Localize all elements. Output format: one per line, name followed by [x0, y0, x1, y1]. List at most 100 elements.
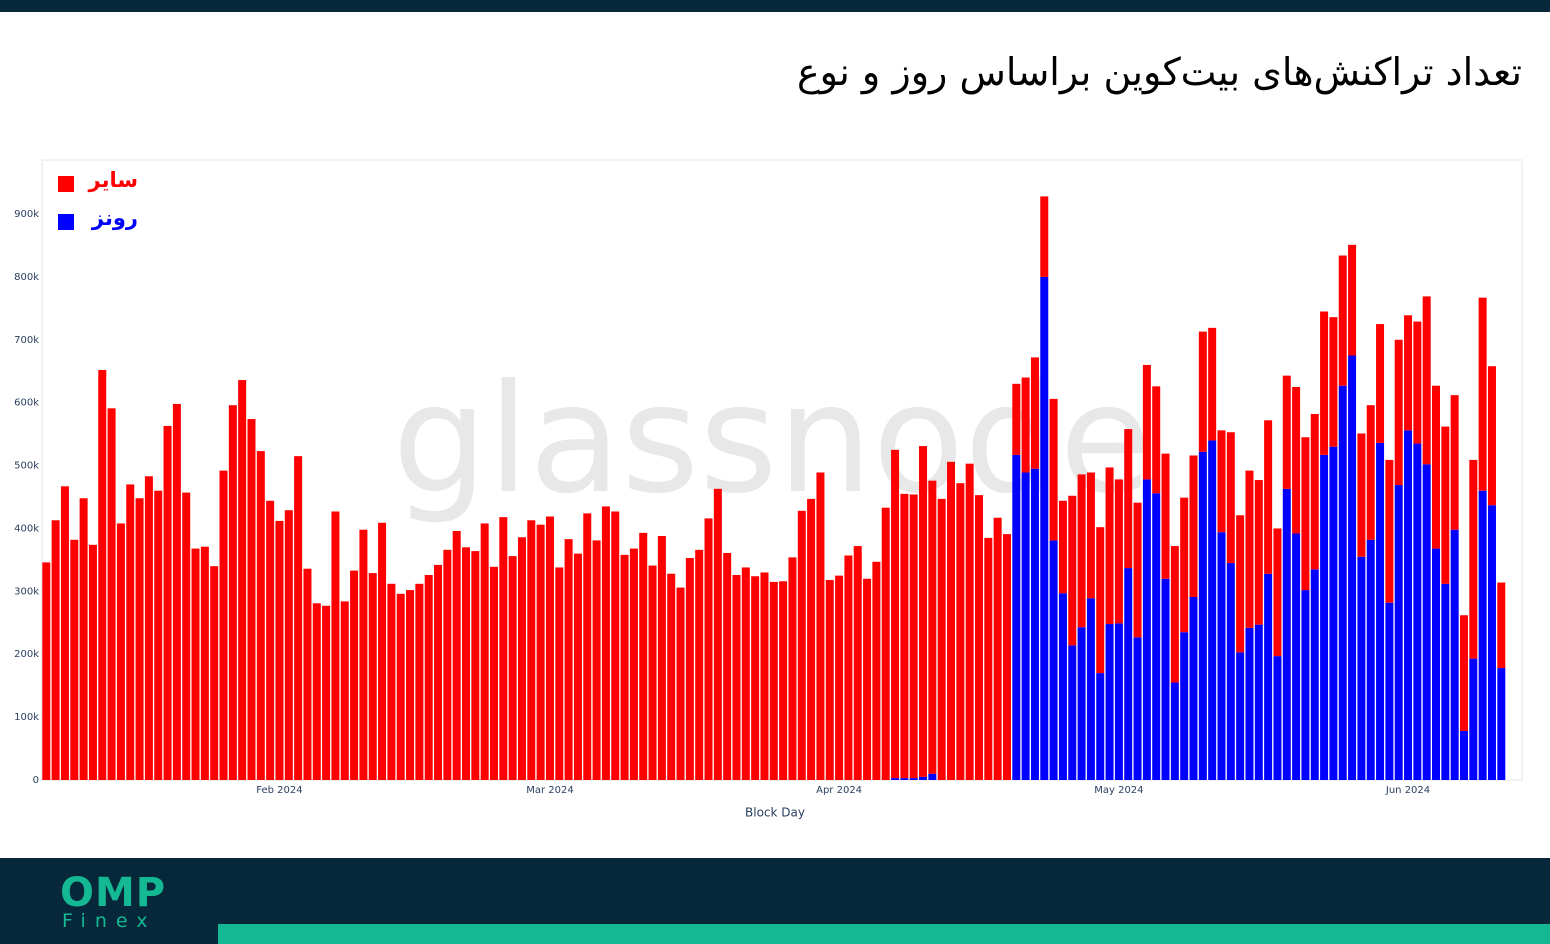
- bar-segment: [1273, 528, 1282, 657]
- bar-segment: [1348, 355, 1357, 780]
- bar-segment: [1422, 464, 1431, 780]
- bar-segment: [732, 574, 741, 780]
- bar-segment: [629, 548, 638, 780]
- bar-segment: [891, 778, 900, 780]
- bar-segment: [657, 535, 666, 780]
- bar-segment: [1058, 500, 1067, 594]
- bar-segment: [1357, 556, 1366, 780]
- bar-segment: [1497, 668, 1506, 780]
- bar-segment: [340, 601, 349, 780]
- bar-segment: [1301, 590, 1310, 780]
- bar-segment: [1292, 533, 1301, 780]
- bar-segment: [1320, 311, 1329, 455]
- top-bar: [0, 0, 1550, 12]
- bar-segment: [98, 369, 107, 780]
- bar-segment: [1422, 296, 1431, 465]
- bar-segment: [238, 380, 247, 780]
- bar-segment: [1114, 623, 1123, 780]
- bar-segment: [1236, 652, 1245, 780]
- bar-segment: [1170, 546, 1179, 683]
- y-tick-label: 800k: [14, 272, 39, 283]
- y-tick-label: 700k: [14, 335, 39, 346]
- bar-segment: [359, 529, 368, 780]
- bar-segment: [1208, 440, 1217, 780]
- bar-segment: [1310, 413, 1319, 570]
- bar-segment: [499, 517, 508, 780]
- bar-segment: [611, 511, 620, 780]
- bar-segment: [480, 523, 489, 780]
- bar-segment: [434, 564, 443, 780]
- bar-segment: [751, 576, 760, 780]
- bar-segment: [312, 603, 321, 780]
- bar-segment: [1068, 645, 1077, 780]
- bar-segment: [1124, 429, 1133, 569]
- chart-title: تعداد تراکنش‌های بیت‌کوین براساس روز و ن…: [796, 50, 1522, 94]
- bar-segment: [881, 507, 890, 780]
- bar-segment: [779, 581, 788, 780]
- bar-segment: [545, 516, 554, 780]
- bar-segment: [1030, 468, 1039, 780]
- bar-segment: [564, 539, 573, 780]
- bar-segment: [1273, 656, 1282, 780]
- bar-segment: [928, 773, 937, 780]
- bar-segment: [1264, 420, 1273, 574]
- bar-segment: [350, 570, 359, 780]
- bar-segment: [210, 566, 219, 780]
- bar-segment: [1413, 443, 1422, 780]
- bar-segment: [247, 419, 256, 780]
- bar-segment: [1077, 627, 1086, 780]
- bar-segment: [1329, 317, 1338, 447]
- bar-segment: [1469, 658, 1478, 780]
- bar-segment: [741, 567, 750, 780]
- bar-segment: [1357, 433, 1366, 557]
- bar-segment: [1226, 432, 1235, 564]
- bar-segment: [1012, 454, 1021, 780]
- bar-segment: [1338, 255, 1347, 386]
- bar-segment: [900, 778, 909, 780]
- bar-segment: [275, 520, 284, 780]
- bar-segment: [1021, 472, 1030, 780]
- bar-segment: [191, 548, 200, 780]
- bar-segment: [116, 523, 125, 780]
- bar-segment: [536, 524, 545, 780]
- bar-segment: [909, 778, 918, 780]
- bar-segment: [462, 547, 471, 780]
- bar-segment: [685, 558, 694, 780]
- y-tick-label: 600k: [14, 398, 39, 409]
- bar-segment: [1124, 568, 1133, 780]
- x-tick-label: Mar 2024: [526, 785, 574, 796]
- bar-segment: [1217, 532, 1226, 780]
- bar-segment: [452, 530, 461, 780]
- bar-segment: [1114, 479, 1123, 624]
- bar-segment: [1133, 502, 1142, 638]
- bar-segment: [1049, 398, 1058, 541]
- bar-segment: [648, 565, 657, 780]
- bar-segment: [322, 605, 331, 780]
- bar-segment: [788, 557, 797, 780]
- bar-segment: [947, 461, 956, 780]
- logo: OMP: [60, 870, 167, 916]
- bar-segment: [797, 510, 806, 780]
- y-tick-label: 500k: [14, 461, 39, 472]
- bar-segment: [1030, 357, 1039, 469]
- bar-segment: [555, 567, 564, 780]
- bar-segment: [387, 583, 396, 780]
- bar-segment: [1180, 632, 1189, 780]
- bar-segment: [1394, 485, 1403, 780]
- bar-segment: [284, 510, 293, 780]
- bar-segment: [1170, 682, 1179, 780]
- bar-segment: [919, 776, 928, 780]
- bar-segment: [1021, 377, 1030, 473]
- bar-segment: [965, 463, 974, 780]
- bar-segment: [294, 456, 303, 780]
- bar-segment: [517, 537, 526, 780]
- bar-segment: [909, 494, 918, 779]
- bar-segment: [1254, 624, 1263, 780]
- bar-segment: [1254, 480, 1263, 625]
- logo-sub: Finex: [62, 910, 157, 932]
- bar-segment: [704, 518, 713, 780]
- bar-segment: [1282, 375, 1291, 489]
- bar-segment: [1497, 582, 1506, 669]
- bar-segment: [1208, 327, 1217, 441]
- bar-segment: [1320, 454, 1329, 780]
